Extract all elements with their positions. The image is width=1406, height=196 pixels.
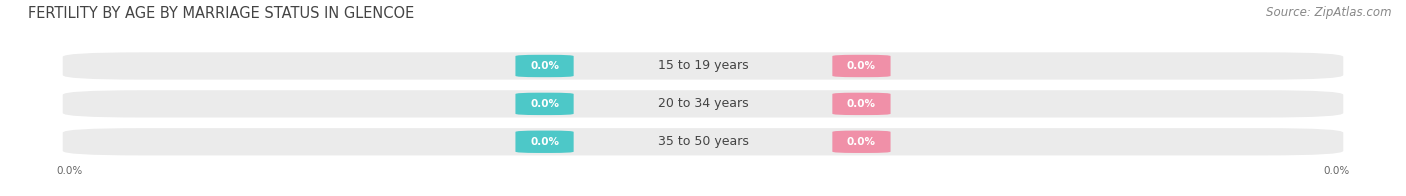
Text: 0.0%: 0.0% [1323,166,1350,176]
Text: 15 to 19 years: 15 to 19 years [658,60,748,73]
FancyBboxPatch shape [516,93,574,115]
FancyBboxPatch shape [516,55,574,77]
FancyBboxPatch shape [516,131,574,153]
FancyBboxPatch shape [63,128,1343,155]
FancyBboxPatch shape [832,131,890,153]
Text: 20 to 34 years: 20 to 34 years [658,97,748,110]
FancyBboxPatch shape [832,93,890,115]
Text: 0.0%: 0.0% [846,137,876,147]
Text: Source: ZipAtlas.com: Source: ZipAtlas.com [1267,6,1392,19]
Text: 0.0%: 0.0% [56,166,83,176]
Text: 0.0%: 0.0% [530,61,560,71]
FancyBboxPatch shape [832,55,890,77]
Text: 0.0%: 0.0% [846,61,876,71]
Text: 0.0%: 0.0% [846,99,876,109]
Text: 35 to 50 years: 35 to 50 years [658,135,748,148]
FancyBboxPatch shape [63,52,1343,80]
Text: 0.0%: 0.0% [530,99,560,109]
FancyBboxPatch shape [63,90,1343,118]
Text: 0.0%: 0.0% [530,137,560,147]
Text: FERTILITY BY AGE BY MARRIAGE STATUS IN GLENCOE: FERTILITY BY AGE BY MARRIAGE STATUS IN G… [28,6,415,21]
